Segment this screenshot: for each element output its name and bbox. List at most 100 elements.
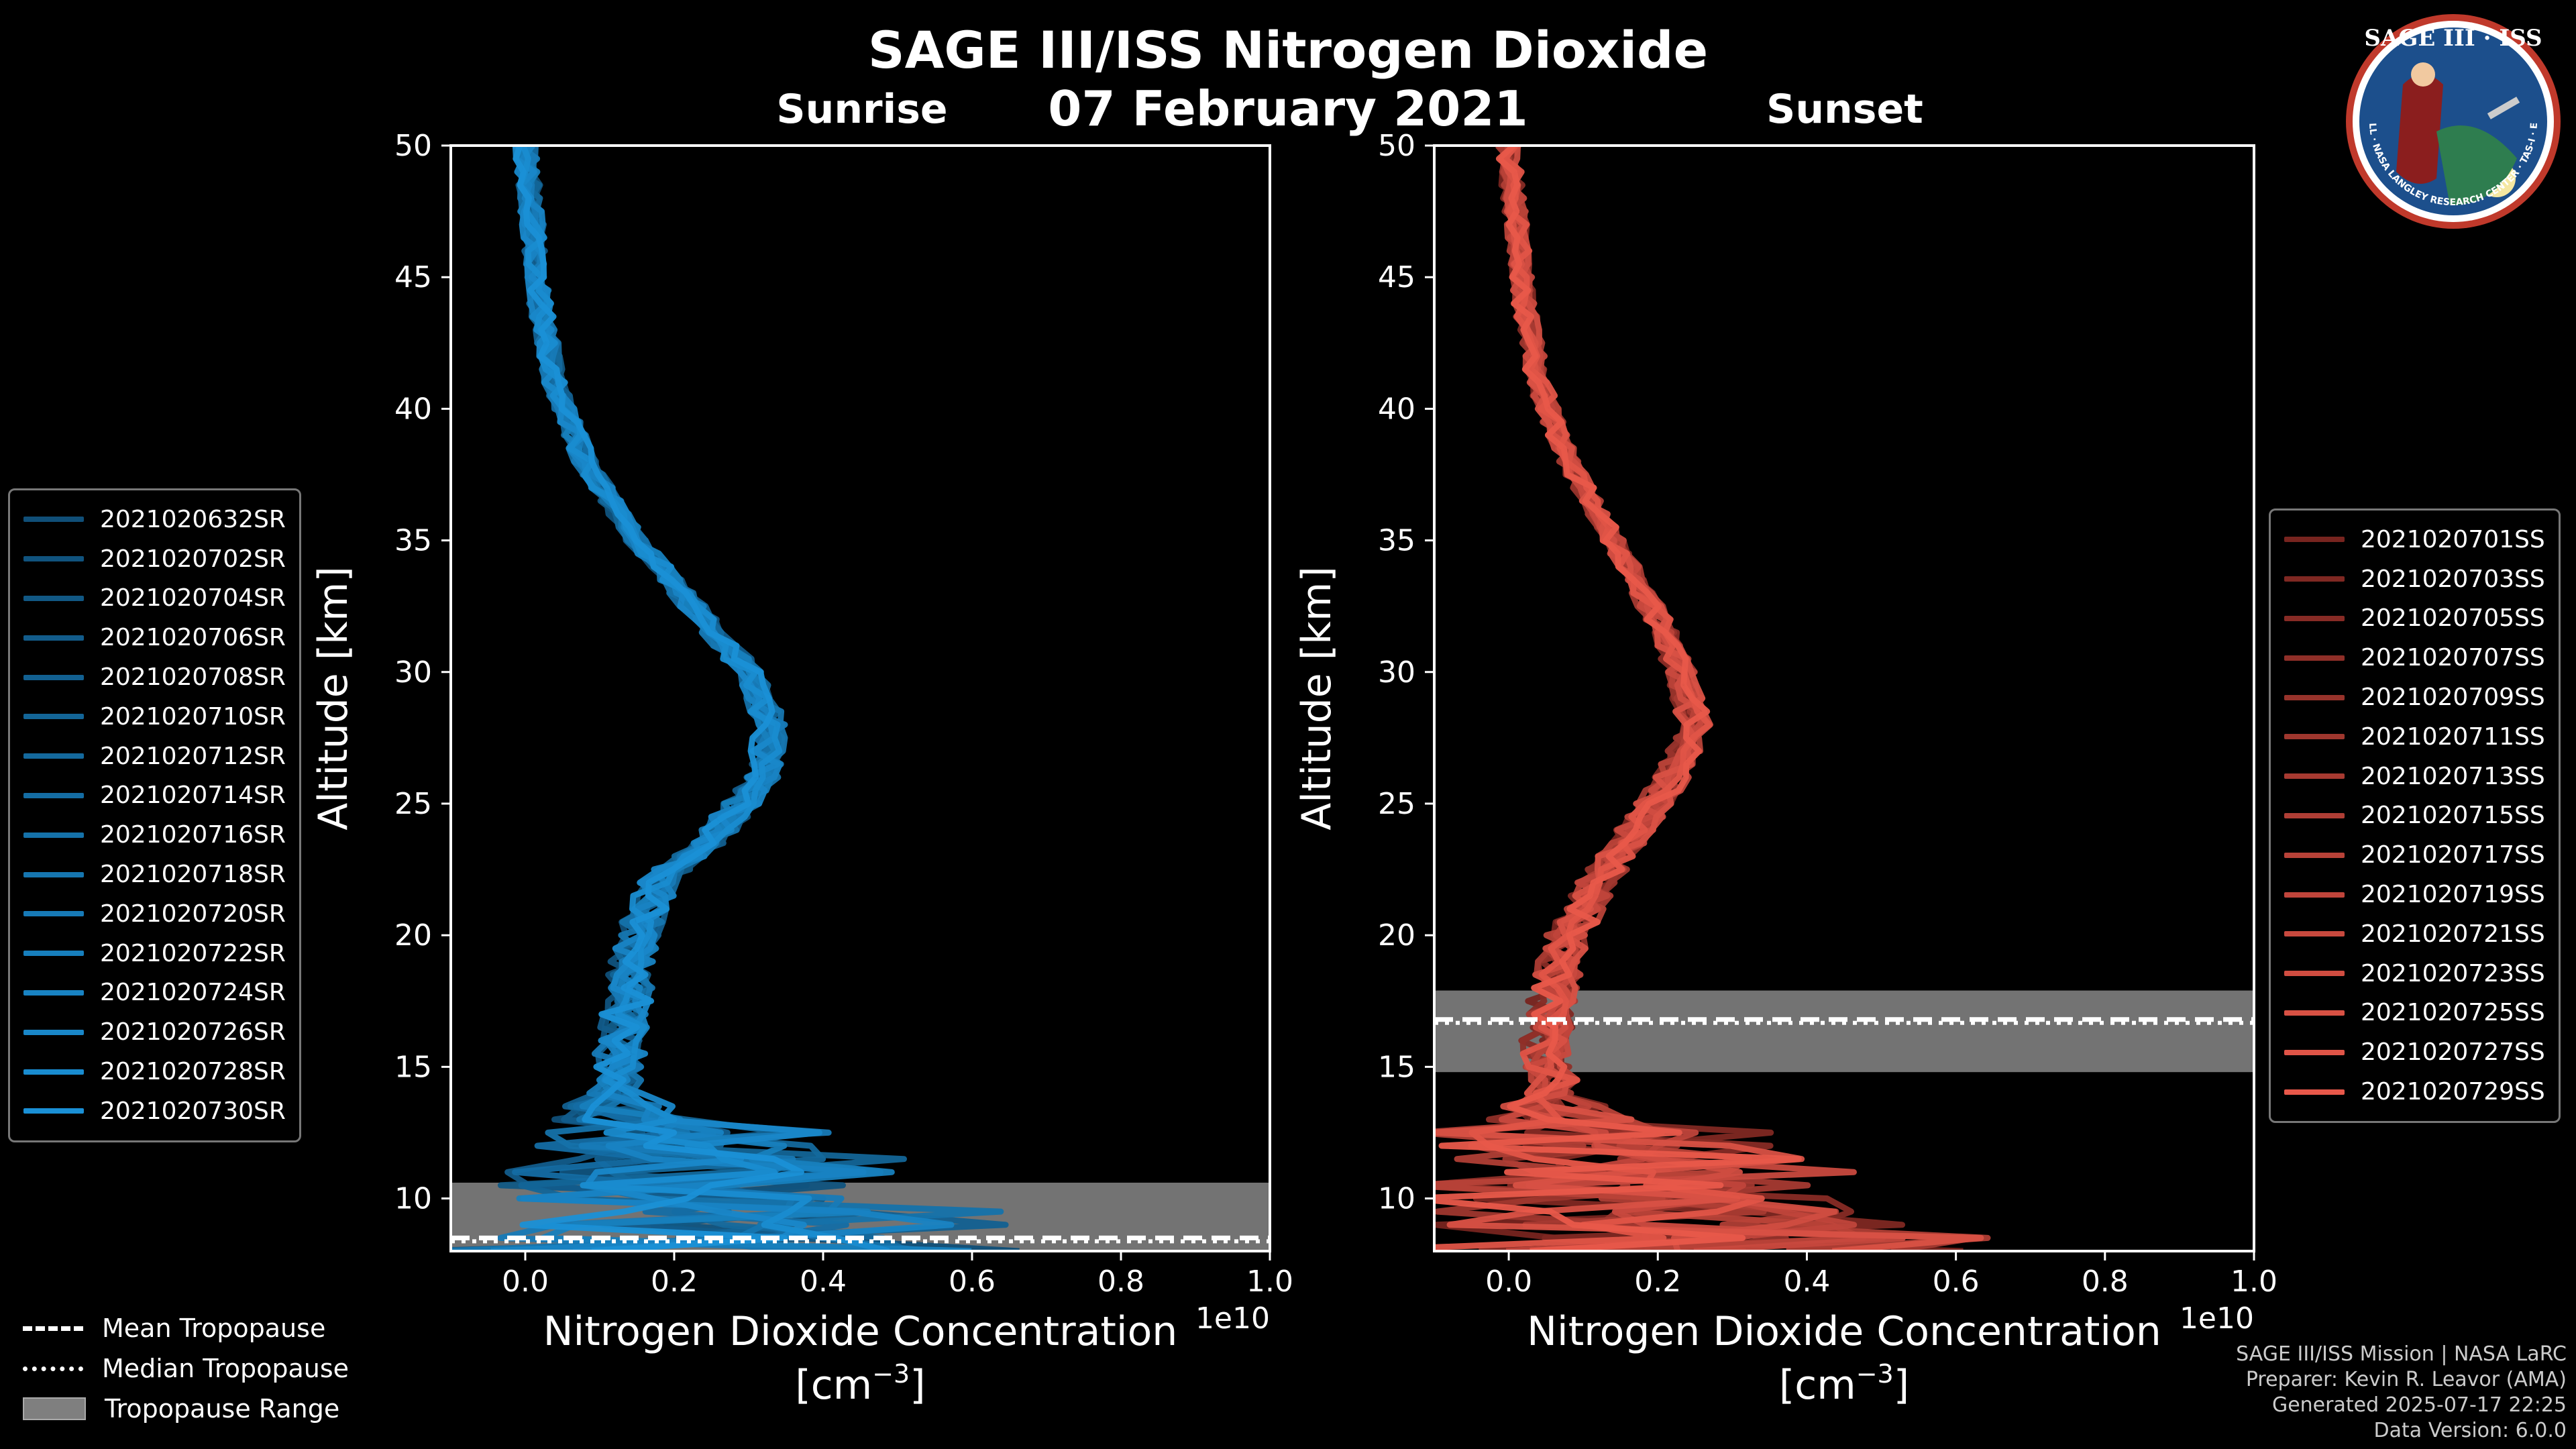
sunset-y-axis-label: Altitude [km] bbox=[1293, 566, 1340, 830]
sunrise-y-tick-label-8: 50 bbox=[394, 129, 432, 163]
sunrise-legend-item: 2021020632SR bbox=[23, 500, 286, 539]
sunset-legend-swatch bbox=[2284, 852, 2345, 858]
sunrise-legend-swatch bbox=[23, 714, 84, 720]
sunset-legend-label: 2021020709SS bbox=[2361, 684, 2545, 712]
sunset-y-tick-label-0: 10 bbox=[1378, 1182, 1415, 1216]
sunset-legend-label: 2021020713SS bbox=[2361, 762, 2545, 790]
sunset-legend-item: 2021020725SS bbox=[2284, 994, 2545, 1033]
dotted-line-swatch bbox=[23, 1366, 83, 1371]
sunrise-legend-item: 2021020702SR bbox=[23, 539, 286, 579]
sunrise-x-axis-label: Nitrogen Dioxide Concentration bbox=[543, 1308, 1178, 1355]
legend-mean-tropopause: Mean Tropopause bbox=[23, 1308, 349, 1348]
sunset-series-line-6 bbox=[1468, 146, 1978, 1251]
footer-version: Data Version: 6.0.0 bbox=[2373, 1419, 2567, 1442]
sunset-x-tick-label-4: 0.8 bbox=[2082, 1265, 2129, 1299]
sunset-legend-label: 2021020715SS bbox=[2361, 802, 2545, 830]
sunrise-panel-title: Sunrise bbox=[776, 86, 948, 133]
sunset-series-line-11 bbox=[1500, 146, 1838, 1251]
sunrise-legend-item: 2021020706SR bbox=[23, 618, 286, 657]
sunset-legend-swatch bbox=[2284, 1010, 2345, 1016]
sunrise-unit-close: ] bbox=[910, 1362, 925, 1409]
sunset-legend-label: 2021020725SS bbox=[2361, 999, 2545, 1027]
sunset-legend-swatch bbox=[2284, 537, 2345, 543]
sunset-x-tick-label-3: 0.6 bbox=[1933, 1265, 1980, 1299]
sunset-plot-area bbox=[1434, 146, 2254, 1251]
sunset-legend-label: 2021020721SS bbox=[2361, 920, 2545, 948]
sunset-legend-label: 2021020717SS bbox=[2361, 841, 2545, 869]
sunset-legend-item: 2021020715SS bbox=[2284, 796, 2545, 836]
sunrise-legend-label: 2021020632SR bbox=[100, 505, 286, 533]
sunset-legend-swatch bbox=[2284, 615, 2345, 621]
sunrise-legend-label: 2021020708SR bbox=[100, 663, 286, 692]
logo-title: SAGE III · ISS bbox=[2364, 25, 2542, 52]
mean-tropopause-label: Mean Tropopause bbox=[102, 1313, 326, 1343]
sunset-legend-item: 2021020703SS bbox=[2284, 559, 2545, 599]
sunrise-legend-label: 2021020722SR bbox=[100, 939, 286, 967]
sunrise-legend-swatch bbox=[23, 989, 84, 996]
sunset-x-axis-unit: [cm−3] bbox=[1779, 1359, 1909, 1409]
sunrise-legend-swatch bbox=[23, 556, 84, 562]
sunrise-legend-item: 2021020704SR bbox=[23, 579, 286, 619]
sunset-legend-item: 2021020721SS bbox=[2284, 914, 2545, 954]
footer-preparer: Preparer: Kevin R. Leavor (AMA) bbox=[2245, 1368, 2567, 1391]
sunrise-legend-label: 2021020716SR bbox=[100, 821, 286, 849]
sunrise-y-tick-label-6: 40 bbox=[394, 392, 432, 426]
sunset-x-tick-label-2: 0.4 bbox=[1783, 1265, 1830, 1299]
sunrise-y-axis-label: Altitude [km] bbox=[310, 566, 357, 830]
sunset-x-tick-label-1: 0.2 bbox=[1634, 1265, 1681, 1299]
sunset-y-tick-label-5: 35 bbox=[1378, 524, 1415, 558]
sunrise-legend-item: 2021020714SR bbox=[23, 776, 286, 816]
sunset-y-tick-label-8: 50 bbox=[1378, 129, 1415, 163]
sunset-legend-item: 2021020707SS bbox=[2284, 638, 2545, 678]
sunrise-legend-item: 2021020730SR bbox=[23, 1091, 286, 1131]
iss-icon bbox=[2487, 97, 2520, 119]
sunrise-legend-label: 2021020710SR bbox=[100, 702, 286, 731]
sunrise-y-tick-label-7: 45 bbox=[394, 260, 432, 294]
sunrise-legend-item: 2021020720SR bbox=[23, 894, 286, 934]
sunset-legend-swatch bbox=[2284, 655, 2345, 661]
tropopause-range-label: Tropopause Range bbox=[105, 1394, 340, 1424]
sunrise-legend-label: 2021020704SR bbox=[100, 584, 286, 612]
sunrise-legend-label: 2021020706SR bbox=[100, 624, 286, 652]
sunset-legend-item: 2021020711SS bbox=[2284, 717, 2545, 757]
sunset-unit-exponent: −3 bbox=[1856, 1359, 1894, 1389]
sunrise-legend-item: 2021020712SR bbox=[23, 737, 286, 776]
footer-credits: SAGE III/ISS Mission | NASA LaRC Prepare… bbox=[2236, 1342, 2567, 1444]
sunset-legend-item: 2021020713SS bbox=[2284, 757, 2545, 796]
sunset-panel-title: Sunset bbox=[1766, 86, 1923, 133]
sunrise-legend-item: 2021020710SR bbox=[23, 697, 286, 737]
sunrise-series-line-15 bbox=[513, 146, 804, 1251]
sunrise-legend-label: 2021020726SR bbox=[100, 1018, 286, 1046]
sunrise-x-tick-label-0: 0.0 bbox=[502, 1265, 549, 1299]
sunrise-unit-exponent: −3 bbox=[872, 1359, 910, 1389]
chart-title: SAGE III/ISS Nitrogen Dioxide bbox=[867, 20, 1709, 80]
sunset-unit-base: [cm bbox=[1779, 1362, 1856, 1409]
sunset-y-tick-label-2: 20 bbox=[1378, 918, 1415, 953]
sunrise-legend-item: 2021020728SR bbox=[23, 1052, 286, 1091]
sunset-x-tick-label-5: 1.0 bbox=[2231, 1265, 2277, 1299]
legend-tropopause-range: Tropopause Range bbox=[23, 1389, 349, 1429]
sunset-legend-item: 2021020723SS bbox=[2284, 954, 2545, 994]
sunset-legend-swatch bbox=[2284, 576, 2345, 582]
sunset-legend-label: 2021020707SS bbox=[2361, 644, 2545, 672]
sunset-legend-swatch bbox=[2284, 1049, 2345, 1055]
sunrise-x-tick-label-2: 0.4 bbox=[800, 1265, 847, 1299]
dashed-line-swatch bbox=[23, 1326, 83, 1331]
sunrise-axes-frame bbox=[449, 144, 1271, 1252]
sunrise-legend-label: 2021020724SR bbox=[100, 979, 286, 1007]
sunrise-unit-base: [cm bbox=[795, 1362, 872, 1409]
sunrise-legend-swatch bbox=[23, 674, 84, 680]
sunrise-legend-item: 2021020716SR bbox=[23, 815, 286, 855]
sunrise-series-line-14 bbox=[517, 146, 890, 1251]
range-swatch bbox=[23, 1397, 86, 1420]
sunrise-offset-text: 1e10 bbox=[1195, 1301, 1270, 1336]
sunset-legend-swatch bbox=[2284, 734, 2345, 740]
sunset-legend-label: 2021020705SS bbox=[2361, 604, 2545, 633]
sunrise-x-tick-label-5: 1.0 bbox=[1246, 1265, 1293, 1299]
sunset-x-axis-label: Nitrogen Dioxide Concentration bbox=[1527, 1308, 2161, 1355]
sunrise-y-tick-label-3: 25 bbox=[394, 787, 432, 821]
sunrise-legend-swatch bbox=[23, 911, 84, 917]
sunset-y-tick-label-4: 30 bbox=[1378, 655, 1415, 690]
sunset-legend: 2021020701SS 2021020703SS 2021020705SS 2021… bbox=[2269, 508, 2561, 1123]
sunset-legend-label: 2021020701SS bbox=[2361, 525, 2545, 553]
